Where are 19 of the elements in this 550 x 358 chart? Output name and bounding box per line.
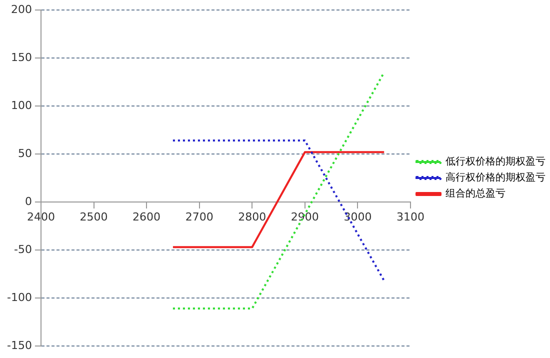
x-tick-label: 2700 <box>185 210 214 224</box>
legend-label: 高行权价格的期权盈亏 <box>446 172 546 184</box>
y-tick-label: -100 <box>6 290 32 304</box>
y-tick-label: 150 <box>10 50 32 64</box>
x-tick-label: 3100 <box>396 210 424 224</box>
x-tick-label: 3000 <box>344 210 372 224</box>
legend-label: 组合的总盈亏 <box>446 188 506 200</box>
x-tick-label: 2600 <box>132 210 161 224</box>
x-tick-label: 2500 <box>80 210 108 224</box>
legend-label: 低行权价格的期权盈亏 <box>446 156 546 168</box>
y-tick-label: 200 <box>10 2 32 16</box>
x-tick-label: 2800 <box>238 210 266 224</box>
x-tick-label: 2900 <box>290 210 319 224</box>
y-tick-label: 50 <box>18 146 32 160</box>
x-tick-label: 2400 <box>26 210 55 224</box>
y-tick-label: 0 <box>24 194 32 208</box>
y-tick-label: -50 <box>14 242 32 256</box>
y-tick-label: 100 <box>10 98 32 112</box>
y-tick-label: -150 <box>6 338 32 352</box>
